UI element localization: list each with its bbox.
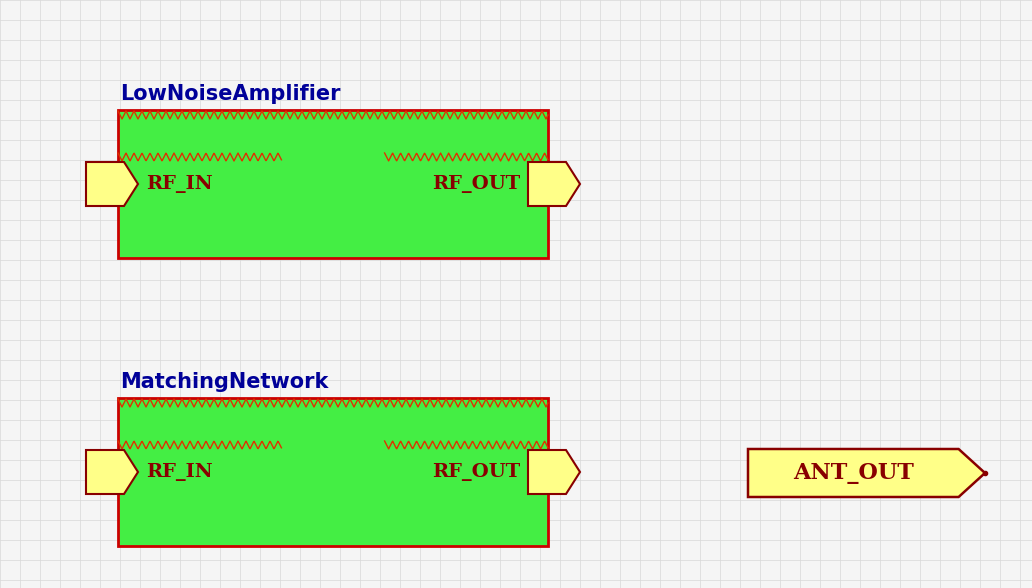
Polygon shape	[528, 162, 580, 206]
Text: RF_OUT: RF_OUT	[431, 463, 520, 481]
Text: RF_OUT: RF_OUT	[431, 175, 520, 193]
Polygon shape	[86, 162, 138, 206]
Polygon shape	[528, 450, 580, 494]
Text: LowNoiseAmplifier: LowNoiseAmplifier	[120, 84, 341, 104]
Polygon shape	[748, 449, 985, 497]
Polygon shape	[86, 450, 138, 494]
Text: ANT_OUT: ANT_OUT	[793, 462, 913, 484]
Text: MatchingNetwork: MatchingNetwork	[120, 372, 328, 392]
Text: RF_IN: RF_IN	[146, 175, 213, 193]
Bar	[118, 398, 548, 546]
Bar	[118, 110, 548, 258]
Text: RF_IN: RF_IN	[146, 463, 213, 481]
